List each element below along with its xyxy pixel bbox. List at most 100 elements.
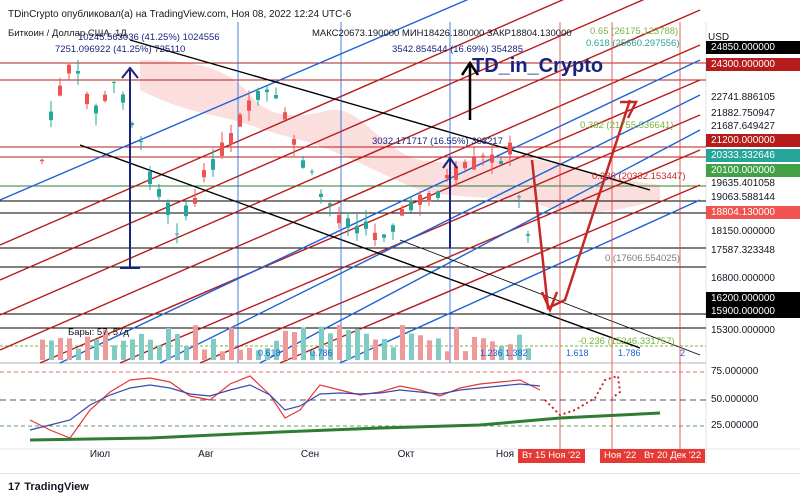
candle-body — [220, 142, 224, 156]
candle-body — [391, 225, 395, 232]
candle-body — [94, 105, 98, 114]
volume-bar — [391, 347, 396, 360]
candle-body — [364, 221, 368, 229]
volume-bar — [58, 338, 63, 360]
volume-bar — [364, 333, 369, 360]
price-label: 16200.000000 — [706, 292, 800, 305]
candle-body — [508, 142, 512, 155]
volume-bar — [256, 350, 261, 360]
candle-body — [409, 200, 413, 211]
price-label: 22741.886105 — [711, 92, 775, 103]
price-label: 19063.588144 — [711, 192, 775, 203]
rsi-level-label: 50.000000 — [711, 394, 759, 405]
price-axis[interactable]: 24850.000000 24300.000000 22741.886105 2188… — [706, 22, 800, 440]
price-label: 18804.130000 — [706, 206, 800, 219]
candle-body — [274, 95, 278, 99]
candle-body — [463, 162, 467, 169]
candle-body — [40, 159, 44, 162]
symbol-name[interactable]: Биткоин / Доллар США, 1Д — [8, 28, 127, 39]
ohlc-values: МАКС20673.190000 МИН18426.180000 ЗАКР188… — [312, 28, 572, 39]
volume-bar — [139, 333, 144, 360]
price-label: 24300.000000 — [706, 58, 800, 71]
candle-body — [256, 91, 260, 100]
volume-bar — [166, 327, 171, 360]
volume-bar — [76, 348, 81, 360]
volume-bar — [436, 338, 441, 360]
candle-body — [265, 89, 269, 93]
volume-bar — [247, 347, 252, 360]
candle-body — [229, 133, 233, 145]
measure-arrows — [120, 60, 480, 269]
candle-body — [328, 203, 332, 206]
volume-bar — [445, 351, 450, 360]
rsi-blue-line — [29, 383, 541, 431]
candle-body — [481, 155, 485, 157]
volume-bar — [112, 345, 117, 360]
candle-body — [139, 140, 143, 142]
time-badge: Вт 15 Ноя '22 — [518, 449, 585, 463]
vertical-lines — [237, 22, 681, 449]
volume-bar — [238, 349, 243, 360]
candle-body — [148, 171, 152, 185]
currency-label[interactable]: USD — [708, 32, 730, 43]
volume-bar — [508, 344, 513, 360]
volume-bar — [526, 348, 531, 360]
volume-bar — [211, 338, 216, 360]
volume-bar — [175, 334, 180, 360]
fib-extension-label: 0.786 — [310, 348, 333, 358]
tradingview-logo[interactable]: 17 TradingView — [8, 481, 89, 493]
candle-body — [103, 94, 107, 101]
price-label: 19635.401058 — [711, 178, 775, 189]
volume-bar — [94, 339, 99, 360]
fib-label-382: 0.382 (21755.536641) — [580, 120, 674, 131]
footer-brand: TradingView — [24, 481, 89, 493]
candle-body — [373, 232, 377, 241]
volume-bar — [355, 328, 360, 360]
volume-bars — [40, 324, 531, 360]
time-axis[interactable]: Июл Авг Сен Окт Ноя Вт 15 Ноя '22 Ноя '22 Вт 20… — [0, 449, 706, 463]
candle-body — [517, 196, 521, 198]
forecast-path — [530, 99, 632, 310]
candle-body — [184, 205, 188, 217]
candle-body — [319, 193, 323, 198]
candle-body — [67, 64, 71, 74]
candle-body — [499, 161, 503, 164]
price-label: 18150.000000 — [711, 226, 775, 237]
time-label: Июл — [89, 449, 111, 460]
symbol-info[interactable]: Биткоин / Доллар США, 1Д МАКС20673.19000… — [8, 28, 572, 39]
price-candles — [40, 59, 530, 247]
volume-bar — [283, 330, 288, 360]
candle-body — [193, 197, 197, 204]
volume-bar — [148, 339, 153, 360]
candle-body — [130, 123, 134, 126]
candle-body — [355, 225, 359, 234]
candle-body — [202, 170, 206, 178]
rsi-level-label: 75.000000 — [711, 366, 759, 377]
candle-body — [238, 114, 242, 127]
fib-label-0: 0 (17606.554025) — [605, 253, 680, 264]
fib-extension-label: 1.618 — [566, 348, 589, 358]
volume-bar — [193, 325, 198, 360]
fib-extension-label: 1.382 — [505, 348, 528, 358]
candle-body — [337, 214, 341, 224]
measure-label-2: 7251.096922 (41.25%) 725110 — [55, 44, 185, 55]
volume-bar — [382, 338, 387, 360]
volume-bar — [454, 326, 459, 360]
volume-bar — [202, 349, 207, 360]
candle-body — [121, 94, 125, 103]
price-label: 20333.332646 — [706, 149, 800, 162]
price-label: 24850.000000 — [706, 41, 800, 54]
volume-bar — [400, 325, 405, 360]
candle-body — [211, 159, 215, 170]
candle-body — [310, 171, 314, 173]
time-label: Окт — [397, 449, 415, 460]
fib-extension-label: 0.618 — [258, 348, 281, 358]
volume-bar — [184, 345, 189, 360]
candle-body — [346, 218, 350, 228]
fib-extension-labels: 0.618 0.786 1.236 1.382 1.618 1.786 2 — [258, 348, 685, 358]
volume-bar — [328, 333, 333, 360]
rsi-red-line — [29, 375, 541, 439]
candle-body — [292, 139, 296, 145]
volume-bar — [67, 338, 72, 360]
